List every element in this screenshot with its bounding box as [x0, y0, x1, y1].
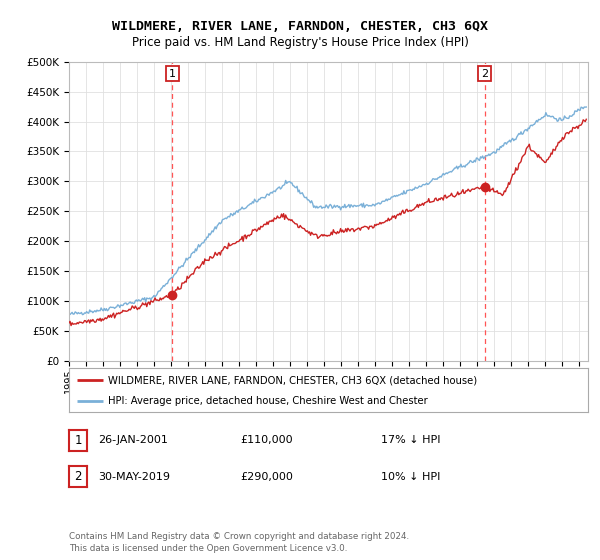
Text: 26-JAN-2001: 26-JAN-2001: [98, 435, 167, 445]
Text: 1: 1: [169, 68, 176, 78]
Text: WILDMERE, RIVER LANE, FARNDON, CHESTER, CH3 6QX (detached house): WILDMERE, RIVER LANE, FARNDON, CHESTER, …: [108, 375, 477, 385]
Text: 30-MAY-2019: 30-MAY-2019: [98, 472, 170, 482]
Text: WILDMERE, RIVER LANE, FARNDON, CHESTER, CH3 6QX: WILDMERE, RIVER LANE, FARNDON, CHESTER, …: [112, 20, 488, 32]
Text: Price paid vs. HM Land Registry's House Price Index (HPI): Price paid vs. HM Land Registry's House …: [131, 36, 469, 49]
Text: £290,000: £290,000: [240, 472, 293, 482]
Text: 2: 2: [481, 68, 488, 78]
Text: 2: 2: [74, 470, 82, 483]
Text: HPI: Average price, detached house, Cheshire West and Chester: HPI: Average price, detached house, Ches…: [108, 396, 428, 405]
Text: 17% ↓ HPI: 17% ↓ HPI: [381, 435, 440, 445]
Text: 1: 1: [74, 433, 82, 447]
Text: £110,000: £110,000: [240, 435, 293, 445]
Text: Contains HM Land Registry data © Crown copyright and database right 2024.
This d: Contains HM Land Registry data © Crown c…: [69, 533, 409, 553]
Text: 10% ↓ HPI: 10% ↓ HPI: [381, 472, 440, 482]
